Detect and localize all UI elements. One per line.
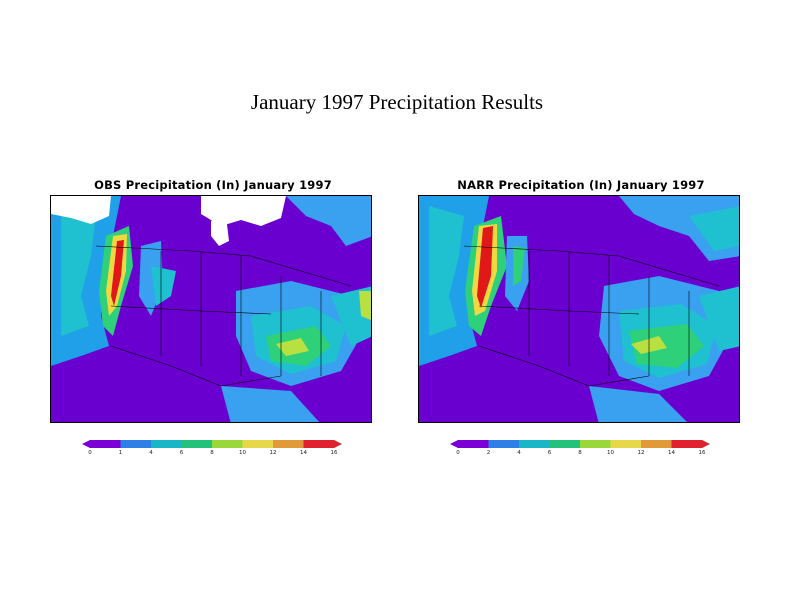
obs-panel: OBS Precipitation (In) January 1997 xyxy=(48,176,378,456)
narr-colorbar-swatch-3 xyxy=(549,440,580,448)
obs-colorbar-swatch-0 xyxy=(90,440,121,448)
obs-colorbar-label: 0 xyxy=(88,450,92,456)
obs-colorbar-right-arrow xyxy=(334,440,342,448)
narr-colorbar-right-arrow xyxy=(702,440,710,448)
narr-colorbar-svg xyxy=(450,440,710,448)
obs-border-lines xyxy=(95,245,352,387)
narr-southeast-green xyxy=(629,324,704,368)
obs-colorbar-label: 1 xyxy=(118,450,123,456)
obs-colorbar-label: 14 xyxy=(300,450,307,456)
obs-missing-bay xyxy=(211,216,229,246)
narr-colorbar-label: 4 xyxy=(517,450,521,456)
narr-colorbar-swatch-2 xyxy=(519,440,550,448)
obs-colorbar-svg xyxy=(82,440,342,448)
narr-colorbar-label: 14 xyxy=(668,450,675,456)
narr-colorbar-label: 12 xyxy=(637,450,645,456)
narr-colorbar-label: 0 xyxy=(456,450,460,456)
narr-colorbar-swatch-6 xyxy=(641,440,672,448)
narr-westcoast-red xyxy=(477,226,493,308)
obs-southeast-yellowgreen xyxy=(276,338,309,356)
narr-border-lines xyxy=(463,245,720,387)
obs-map-svg xyxy=(51,196,371,422)
narr-interior-green xyxy=(513,246,525,286)
slide-title: January 1997 Precipitation Results xyxy=(250,90,544,114)
obs-colorbar-swatch-1 xyxy=(120,440,151,448)
narr-map-svg xyxy=(419,196,739,422)
narr-colorbar-labels: 0 2 4 6 8 10 12 14 16 xyxy=(450,450,710,460)
obs-colorbar-label: 6 xyxy=(179,450,184,456)
narr-panel: NARR Precipitation (In) January 1997 xyxy=(416,176,746,456)
obs-interior-cyan xyxy=(151,266,176,306)
narr-northeast-cyan xyxy=(689,206,739,251)
narr-pacific-cyan xyxy=(429,206,464,336)
narr-map-title: NARR Precipitation (In) January 1997 xyxy=(457,178,705,192)
obs-precipitation-map xyxy=(50,195,372,423)
obs-colorbar-labels: 0 1 4 6 8 10 12 14 16 xyxy=(82,450,342,460)
narr-colorbar-label: 6 xyxy=(547,450,552,456)
obs-westcoast-red xyxy=(111,240,124,306)
narr-colorbar-swatch-7 xyxy=(671,440,702,448)
narr-colorbar-swatch-1 xyxy=(488,440,519,448)
obs-colorbar-label: 4 xyxy=(149,450,153,456)
obs-atlantic-ne xyxy=(286,196,371,246)
narr-atlantic-cyan xyxy=(699,286,739,351)
narr-gulf-blue xyxy=(589,386,687,422)
obs-colorbar-label: 16 xyxy=(330,450,338,456)
obs-colorbar-swatch-4 xyxy=(212,440,243,448)
obs-colorbar-left-arrow xyxy=(82,440,90,448)
obs-colorbar-swatch-5 xyxy=(242,440,273,448)
obs-colorbar-swatch-7 xyxy=(303,440,334,448)
narr-colorbar-label: 2 xyxy=(486,450,491,456)
obs-colorbar-label: 10 xyxy=(239,450,246,456)
obs-colorbar-swatch-6 xyxy=(273,440,304,448)
narr-colorbar-label: 8 xyxy=(578,450,582,456)
obs-colorbar-label: 8 xyxy=(210,450,214,456)
narr-colorbar-swatch-4 xyxy=(580,440,611,448)
narr-colorbar-swatch-5 xyxy=(610,440,641,448)
obs-colorbar: 0 1 4 6 8 10 12 14 16 xyxy=(82,436,342,466)
obs-atlantic-yellowgreen xyxy=(359,291,371,321)
narr-colorbar-label: 16 xyxy=(698,450,706,456)
obs-colorbar-swatch-3 xyxy=(181,440,212,448)
narr-precipitation-map xyxy=(418,195,740,423)
narr-colorbar: 0 2 4 6 8 10 12 14 16 xyxy=(450,436,710,466)
obs-missing-nw xyxy=(51,196,111,224)
obs-gulf-blue xyxy=(221,386,320,422)
obs-map-title: OBS Precipitation (In) January 1997 xyxy=(94,178,332,192)
obs-colorbar-label: 12 xyxy=(269,450,277,456)
narr-colorbar-swatch-0 xyxy=(458,440,489,448)
obs-pacific-cyan xyxy=(61,206,96,336)
obs-colorbar-swatch-2 xyxy=(151,440,182,448)
narr-colorbar-left-arrow xyxy=(450,440,458,448)
narr-colorbar-label: 10 xyxy=(607,450,614,456)
